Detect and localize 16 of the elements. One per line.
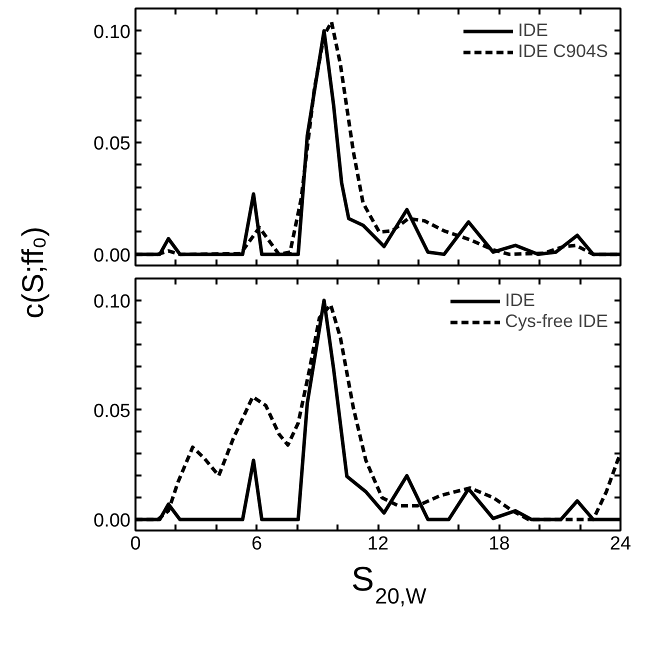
y-axis-title: c(S;ff₀) — [17, 226, 50, 318]
x-tick-label: 24 — [610, 534, 632, 554]
x-tick-label: 18 — [488, 534, 510, 554]
y-tick-label: 0.05 — [94, 134, 131, 155]
legend-label: IDE — [504, 290, 535, 311]
x-tick-label: 0 — [130, 534, 141, 554]
legend-label: IDE C904S — [518, 41, 608, 62]
x-tick-label: 12 — [367, 534, 389, 554]
legend-label: IDE — [518, 20, 548, 41]
y-tick-label: 0.00 — [94, 245, 131, 266]
y-tick-label: 0.05 — [94, 400, 131, 422]
legend-label: Cys-free IDE — [504, 311, 608, 332]
y-tick-label: 0.10 — [94, 22, 131, 43]
y-tick-label: 0.00 — [94, 510, 131, 532]
x-tick-label: 6 — [251, 534, 262, 554]
y-tick-label: 0.10 — [94, 291, 131, 312]
